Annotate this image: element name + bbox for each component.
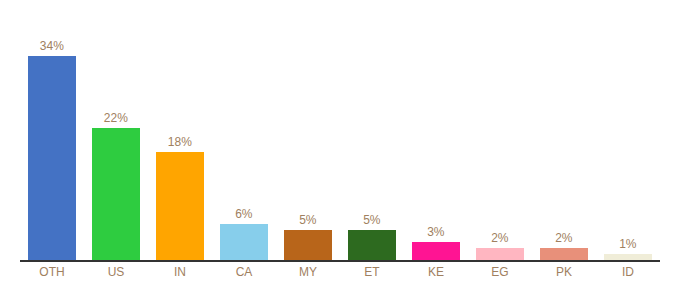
svg-text:18%: 18% — [168, 135, 192, 149]
svg-text:MY: MY — [299, 265, 317, 279]
svg-text:ET: ET — [364, 265, 380, 279]
svg-text:US: US — [108, 265, 125, 279]
svg-text:IN: IN — [174, 265, 186, 279]
svg-text:EG: EG — [491, 265, 508, 279]
svg-text:2%: 2% — [491, 231, 509, 245]
svg-text:5%: 5% — [363, 213, 381, 227]
svg-text:5%: 5% — [299, 213, 317, 227]
svg-text:22%: 22% — [104, 111, 128, 125]
svg-text:2%: 2% — [555, 231, 573, 245]
svg-text:6%: 6% — [235, 207, 253, 221]
svg-text:34%: 34% — [40, 39, 64, 53]
svg-text:OTH: OTH — [39, 265, 64, 279]
svg-text:KE: KE — [428, 265, 444, 279]
svg-text:ID: ID — [622, 265, 634, 279]
svg-text:CA: CA — [236, 265, 253, 279]
svg-text:3%: 3% — [427, 225, 445, 239]
svg-text:1%: 1% — [619, 237, 637, 251]
svg-text:PK: PK — [556, 265, 572, 279]
